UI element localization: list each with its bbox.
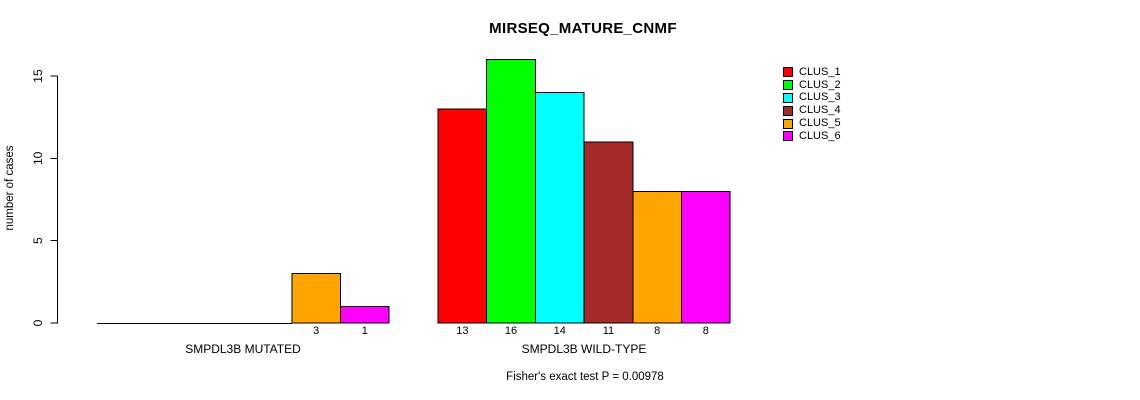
bar-clus-1-smpdl3b-wild-type	[437, 108, 488, 324]
chart-title: MIRSEQ_MATURE_CNMF	[489, 20, 677, 37]
group-label-smpdl3b-mutated: SMPDL3B MUTATED	[185, 342, 301, 356]
bar-clus-3-smpdl3b-wild-type	[534, 91, 585, 324]
legend-label-clus-3: CLUS_3	[799, 91, 841, 104]
group-label-smpdl3b-wild-type: SMPDL3B WILD-TYPE	[521, 342, 647, 356]
legend-item-clus-1: CLUS_1	[783, 66, 841, 79]
legend: CLUS_1 CLUS_2 CLUS_3 CLUS_4 CLUS_5 CLUS_6	[783, 66, 841, 143]
bar-clus-4-smpdl3b-wild-type	[583, 141, 634, 324]
legend-item-clus-4: CLUS_4	[783, 104, 841, 117]
legend-swatch-clus-3	[783, 92, 793, 103]
legend-label-clus-4: CLUS_4	[799, 104, 841, 117]
bar-value-label-clus-2-smpdl3b-wild-type: 16	[505, 325, 517, 337]
y-axis-tick-label: 10	[31, 151, 45, 165]
fisher-exact-test-annotation: Fisher's exact test P = 0.00978	[506, 371, 664, 383]
bar-value-label-clus-1-smpdl3b-wild-type: 13	[456, 325, 468, 337]
bar-clus-2-smpdl3b-wild-type	[486, 59, 536, 324]
bar-clus-6-smpdl3b-mutated	[340, 306, 390, 324]
bar-clus-5-smpdl3b-mutated	[291, 273, 341, 324]
legend-swatch-clus-5	[783, 118, 793, 129]
bar-clus-5-smpdl3b-wild-type	[632, 190, 682, 324]
legend-label-clus-2: CLUS_2	[799, 78, 841, 91]
bar-value-label-clus-6-smpdl3b-wild-type: 8	[703, 325, 709, 337]
legend-swatch-clus-2	[783, 80, 793, 91]
y-axis-tick-label: 15	[31, 69, 45, 83]
legend-swatch-clus-6	[783, 131, 793, 142]
bar-value-label-clus-4-smpdl3b-wild-type: 11	[603, 325, 614, 337]
legend-swatch-clus-1	[783, 67, 793, 78]
bar-value-label-clus-6-smpdl3b-mutated: 1	[362, 325, 368, 337]
legend-item-clus-2: CLUS_2	[783, 79, 841, 92]
bar-value-label-clus-3-smpdl3b-wild-type: 14	[554, 325, 566, 337]
legend-item-clus-3: CLUS_3	[783, 92, 841, 105]
bar-value-label-clus-5-smpdl3b-wild-type: 8	[654, 325, 660, 337]
legend-label-clus-6: CLUS_6	[799, 129, 841, 142]
legend-label-clus-1: CLUS_1	[799, 65, 841, 78]
bar-value-label-clus-5-smpdl3b-mutated: 3	[313, 325, 319, 337]
y-axis-tick-label: 0	[31, 319, 45, 326]
legend-label-clus-5: CLUS_5	[799, 117, 841, 130]
y-axis-tick-label: 5	[31, 237, 45, 244]
bar-clus-6-smpdl3b-wild-type	[681, 190, 731, 324]
legend-item-clus-6: CLUS_6	[783, 130, 841, 143]
legend-swatch-clus-4	[783, 105, 793, 116]
legend-item-clus-5: CLUS_5	[783, 117, 841, 130]
